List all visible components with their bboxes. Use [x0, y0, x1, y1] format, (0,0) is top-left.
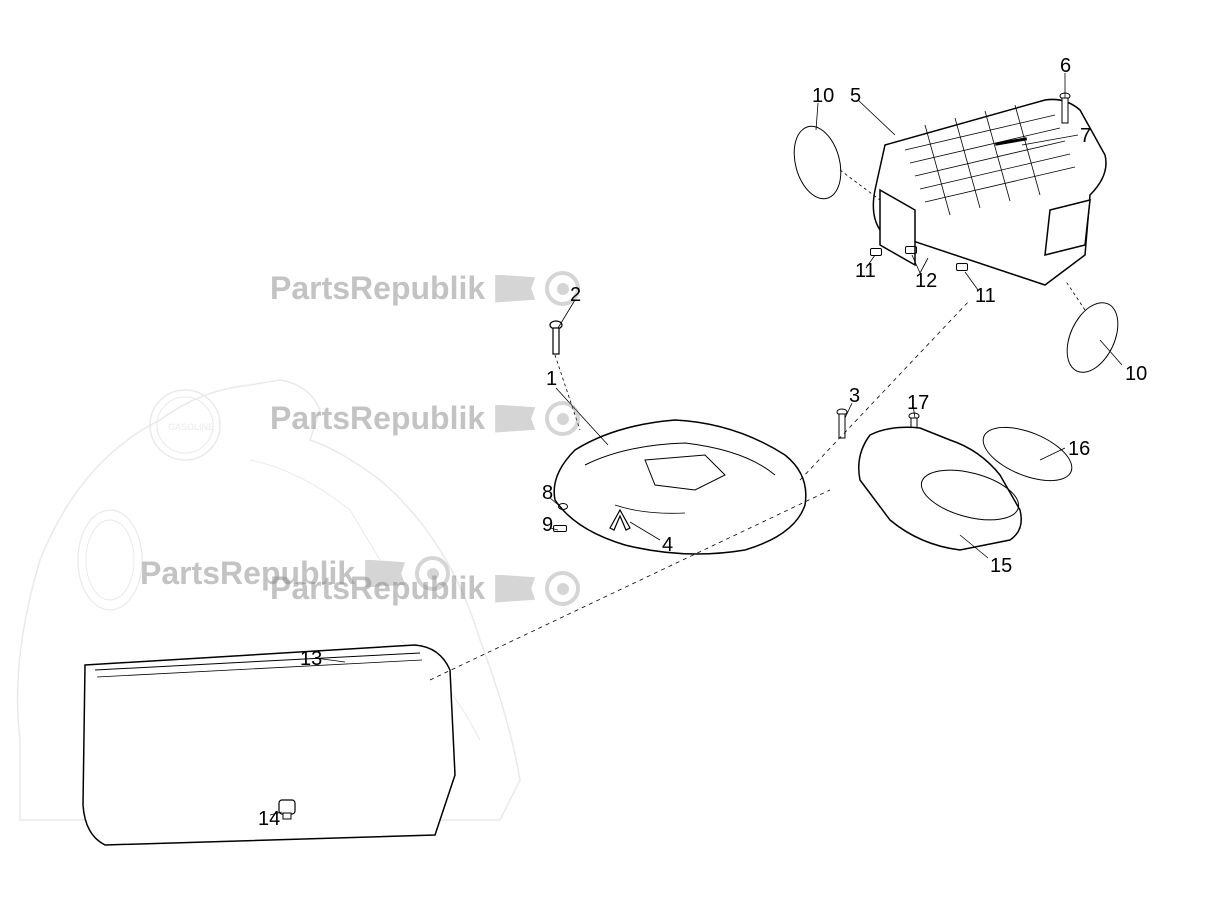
- watermark-2: PartsRepublik: [270, 400, 580, 437]
- cap-right-part: [1056, 294, 1128, 381]
- screw-2-part: [548, 320, 564, 358]
- callout-10b: 10: [1125, 363, 1147, 386]
- clip-4-part: [606, 506, 634, 532]
- watermark-gear-icon: [545, 401, 580, 436]
- watermark-flag-icon: [495, 575, 535, 603]
- nut-12: [905, 246, 917, 254]
- rear-grille-part: [865, 95, 1115, 295]
- nut-11-left: [870, 248, 882, 256]
- callout-13: 13: [300, 648, 322, 671]
- watermark-text: PartsRepublik: [270, 570, 485, 607]
- cap-left-part: [786, 120, 849, 204]
- callout-15: 15: [990, 555, 1012, 578]
- callout-11b: 11: [975, 285, 996, 308]
- pin-9: [553, 525, 567, 532]
- callout-16: 16: [1068, 438, 1090, 461]
- callout-14: 14: [258, 808, 280, 831]
- watermark-flag-icon: [495, 405, 535, 433]
- callout-5: 5: [850, 85, 861, 108]
- nut-11-right: [956, 263, 968, 271]
- watermark-text: PartsRepublik: [270, 270, 485, 307]
- callout-17: 17: [907, 392, 929, 415]
- callout-1: 1: [546, 368, 557, 391]
- svg-text:GASOLINE: GASOLINE: [168, 422, 214, 432]
- callout-10a: 10: [812, 85, 834, 108]
- washer-8: [558, 503, 568, 510]
- parts-diagram: GASOLINE: [0, 0, 1205, 904]
- callout-9: 9: [542, 514, 553, 537]
- watermark-gear-icon: [545, 571, 580, 606]
- callout-2: 2: [570, 284, 581, 307]
- watermark-text: PartsRepublik: [270, 400, 485, 437]
- callout-3: 3: [849, 385, 860, 408]
- watermark-4: PartsRepublik: [270, 570, 580, 607]
- callout-12: 12: [915, 270, 937, 293]
- callout-7: 7: [1080, 125, 1091, 148]
- callout-11a: 11: [855, 260, 876, 283]
- watermark-1: PartsRepublik: [270, 270, 580, 307]
- watermark-flag-icon: [495, 275, 535, 303]
- callout-4: 4: [662, 534, 673, 557]
- callout-6: 6: [1060, 55, 1071, 78]
- screw-6-part: [1058, 92, 1072, 127]
- callout-8: 8: [542, 482, 553, 505]
- rear-cover-part: [545, 415, 815, 560]
